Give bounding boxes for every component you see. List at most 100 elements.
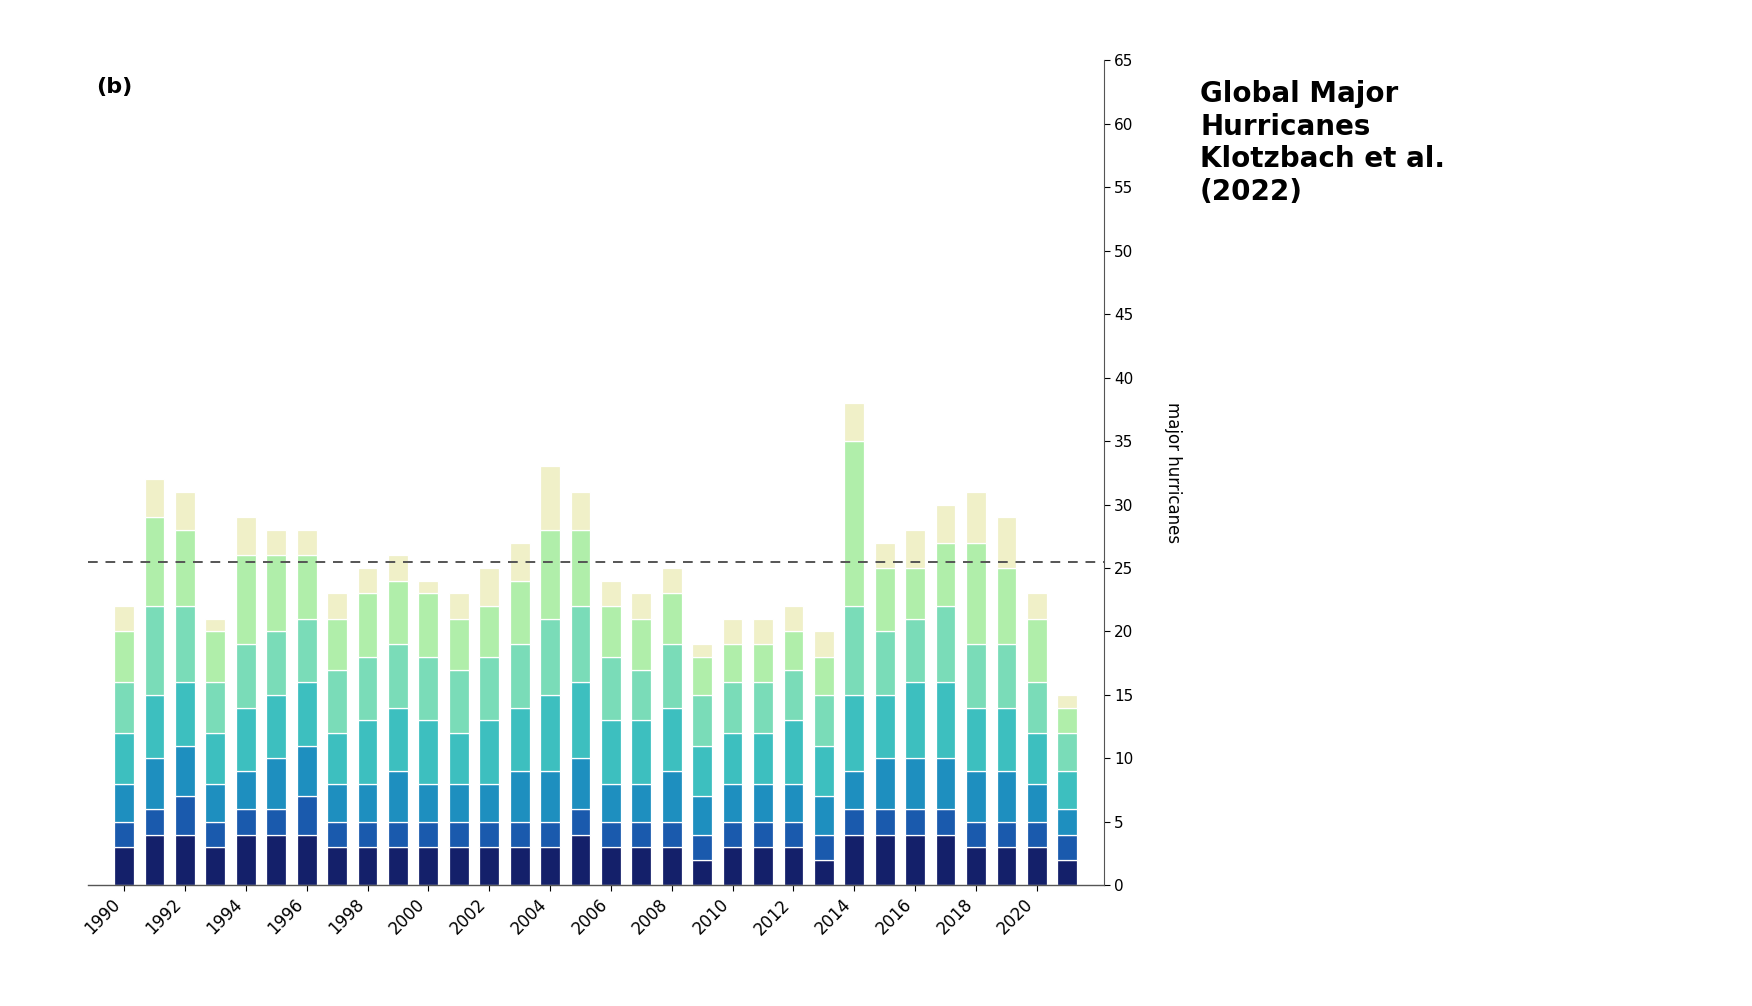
Bar	[844, 771, 864, 809]
Bar	[1027, 619, 1046, 682]
Bar	[662, 822, 682, 847]
Bar	[965, 542, 986, 644]
Bar	[237, 835, 256, 885]
Bar	[357, 720, 377, 784]
Bar	[114, 733, 133, 784]
Bar	[328, 822, 347, 847]
Bar	[692, 644, 711, 657]
Bar	[662, 644, 682, 707]
Bar	[419, 784, 438, 822]
Bar	[722, 733, 743, 784]
Bar	[692, 745, 711, 797]
Bar	[815, 632, 834, 657]
Bar	[601, 580, 620, 606]
Bar	[540, 771, 561, 822]
Bar	[571, 759, 590, 809]
Bar	[997, 644, 1016, 707]
Bar	[175, 606, 194, 682]
Bar	[114, 822, 133, 847]
Bar	[328, 847, 347, 885]
Bar	[510, 771, 529, 822]
Bar	[145, 479, 165, 517]
Bar	[419, 720, 438, 784]
Bar	[783, 606, 804, 632]
Bar	[601, 657, 620, 720]
Bar	[631, 784, 652, 822]
Bar	[783, 822, 804, 847]
Bar	[328, 619, 347, 670]
Bar	[540, 619, 561, 695]
Bar	[145, 606, 165, 695]
Bar	[692, 860, 711, 885]
Bar	[387, 707, 408, 771]
Bar	[480, 847, 499, 885]
Bar	[145, 759, 165, 809]
Bar	[449, 847, 468, 885]
Bar	[205, 632, 226, 682]
Bar	[906, 682, 925, 759]
Bar	[237, 644, 256, 707]
Bar	[296, 530, 317, 555]
Bar	[874, 809, 895, 835]
Bar	[571, 809, 590, 835]
Bar	[510, 847, 529, 885]
Bar	[510, 542, 529, 580]
Bar	[357, 568, 377, 594]
Bar	[1058, 707, 1077, 733]
Bar	[601, 720, 620, 784]
Bar	[631, 619, 652, 670]
Bar	[965, 492, 986, 542]
Bar	[296, 682, 317, 745]
Bar	[662, 707, 682, 771]
Bar	[266, 695, 286, 759]
Bar	[601, 847, 620, 885]
Bar	[906, 530, 925, 568]
Bar	[753, 733, 773, 784]
Bar	[692, 835, 711, 860]
Bar	[419, 657, 438, 720]
Bar	[449, 594, 468, 619]
Bar	[540, 695, 561, 771]
Bar	[387, 644, 408, 707]
Bar	[510, 644, 529, 707]
Bar	[997, 847, 1016, 885]
Bar	[631, 720, 652, 784]
Bar	[844, 441, 864, 606]
Bar	[906, 619, 925, 682]
Bar	[844, 606, 864, 695]
Bar	[906, 568, 925, 619]
Bar	[296, 555, 317, 619]
Bar	[783, 670, 804, 720]
Bar	[357, 847, 377, 885]
Bar	[114, 784, 133, 822]
Bar	[844, 835, 864, 885]
Bar	[844, 403, 864, 441]
Bar	[936, 542, 955, 606]
Y-axis label: major hurricanes: major hurricanes	[1163, 402, 1183, 543]
Bar	[357, 657, 377, 720]
Bar	[874, 542, 895, 568]
Bar	[1058, 771, 1077, 809]
Bar	[783, 784, 804, 822]
Bar	[480, 606, 499, 657]
Bar	[145, 695, 165, 759]
Bar	[540, 847, 561, 885]
Bar	[844, 695, 864, 771]
Bar	[874, 759, 895, 809]
Bar	[631, 670, 652, 720]
Bar	[571, 606, 590, 682]
Bar	[844, 809, 864, 835]
Bar	[997, 822, 1016, 847]
Bar	[936, 759, 955, 809]
Bar	[815, 835, 834, 860]
Bar	[722, 822, 743, 847]
Bar	[449, 784, 468, 822]
Bar	[1027, 682, 1046, 733]
Bar	[145, 809, 165, 835]
Bar	[906, 759, 925, 809]
Bar	[175, 797, 194, 835]
Bar	[237, 517, 256, 555]
Bar	[357, 822, 377, 847]
Bar	[449, 670, 468, 733]
Bar	[266, 632, 286, 695]
